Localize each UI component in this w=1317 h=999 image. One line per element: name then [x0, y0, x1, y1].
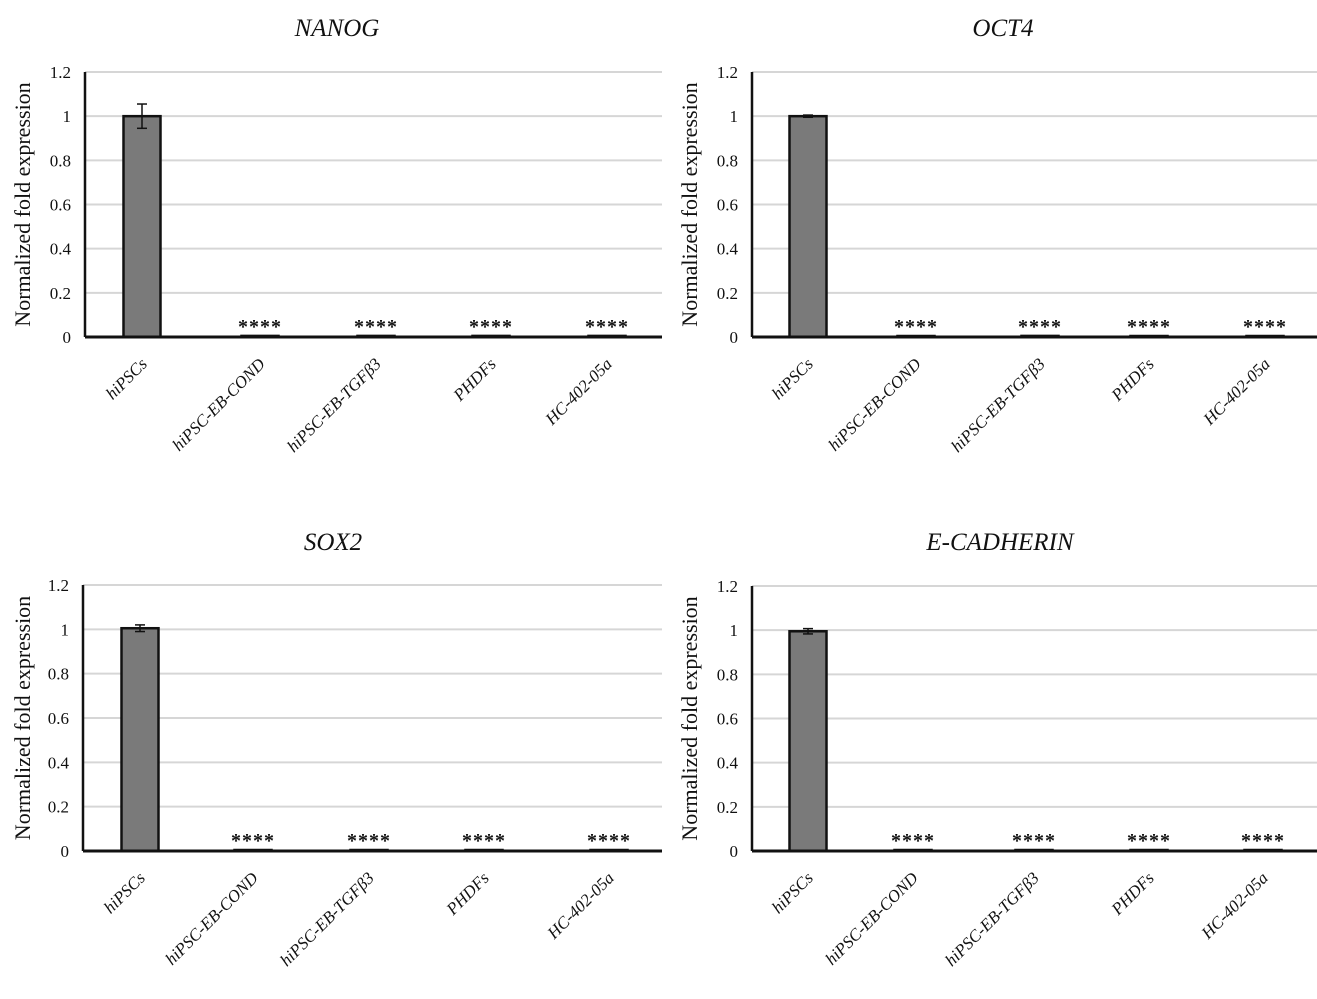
y-tick-label: 0.2	[717, 798, 738, 817]
y-tick-label: 1	[63, 107, 72, 126]
y-tick-label: 0	[63, 328, 72, 347]
significance-label: ****	[894, 316, 938, 338]
y-tick-label: 1	[61, 620, 70, 639]
chart-panel-e-cadherin: E-CADHERIN Normalized fold expression 0 0.2…	[677, 529, 1317, 970]
y-tick-label: 1.2	[50, 63, 71, 82]
x-tick-label: hiPSC-EB-COND	[162, 868, 263, 969]
significance-label: ****	[469, 316, 513, 338]
bar	[120, 626, 160, 853]
chart-panel-sox2: SOX2 Normalized fold expression 0 0.2 0.4 0.6…	[10, 529, 662, 970]
bar	[122, 114, 162, 339]
y-tick-label: 1.2	[48, 576, 69, 595]
significance-label: ****	[462, 830, 506, 852]
y-tick-label: 0.4	[717, 754, 739, 773]
chart-title: E-CADHERIN	[925, 529, 1075, 556]
x-tick-label: hiPSC-EB-TGFβ3	[947, 354, 1049, 456]
x-tick-label: hiPSC-EB-COND	[825, 354, 926, 455]
x-tick-label: hiPSC-EB-TGFβ3	[283, 354, 385, 456]
x-tick-label: PHDFs	[442, 868, 493, 919]
significance-label: ****	[1018, 316, 1062, 338]
y-tick-label: 0	[730, 328, 739, 347]
y-tick-label: 0	[61, 842, 70, 861]
bar	[788, 630, 828, 853]
chart-title: SOX2	[304, 529, 362, 556]
y-tick-label: 0.2	[717, 284, 738, 303]
significance-label: ****	[231, 830, 275, 852]
y-tick-label: 0.8	[50, 151, 71, 170]
y-axis-label: Normalized fold expression	[677, 596, 702, 840]
x-tick-label: hiPSCs	[102, 354, 151, 403]
x-tick-label: HC-402-05a	[1199, 354, 1274, 429]
y-axis-label: Normalized fold expression	[10, 82, 35, 326]
significance-label: ****	[1243, 316, 1287, 338]
x-tick-label: hiPSC-EB-COND	[169, 354, 270, 455]
significance-label: ****	[354, 316, 398, 338]
chart-panel-nanog: NANOG Normalized fold expression 0 0.2 0.4 0.…	[10, 15, 662, 456]
y-tick-label: 0.2	[48, 798, 69, 817]
x-tick-label: PHDFs	[1107, 868, 1158, 919]
significance-label: ****	[1241, 830, 1285, 852]
y-tick-label: 0.4	[50, 240, 72, 259]
chart-title: NANOG	[294, 15, 380, 42]
significance-label: ****	[1127, 830, 1171, 852]
bar	[788, 114, 828, 339]
x-tick-label: hiPSC-EB-TGFβ3	[941, 868, 1043, 970]
y-tick-label: 0.8	[717, 665, 738, 684]
significance-label: ****	[1012, 830, 1056, 852]
x-tick-label: HC-402-05a	[541, 354, 616, 429]
y-tick-label: 1.2	[717, 577, 738, 596]
x-tick-label: hiPSC-EB-TGFβ3	[276, 868, 378, 970]
y-tick-label: 0.4	[717, 240, 739, 259]
y-axis-label: Normalized fold expression	[677, 82, 702, 326]
y-tick-label: 0.8	[48, 665, 69, 684]
significance-label: ****	[238, 316, 282, 338]
significance-label: ****	[585, 316, 629, 338]
x-tick-label: hiPSCs	[768, 354, 817, 403]
x-tick-label: hiPSCs	[100, 868, 149, 917]
significance-label: ****	[587, 830, 631, 852]
y-tick-label: 0	[730, 842, 739, 861]
chart-panel-oct4: OCT4 Normalized fold expression 0 0.2 0.4 0.6…	[677, 15, 1317, 456]
y-tick-label: 0.2	[50, 284, 71, 303]
significance-label: ****	[891, 830, 935, 852]
x-tick-label: hiPSCs	[768, 868, 817, 917]
x-tick-label: PHDFs	[449, 354, 500, 405]
y-tick-label: 0.6	[50, 196, 71, 215]
x-tick-label: HC-402-05a	[1197, 868, 1272, 943]
y-tick-label: 0.4	[48, 753, 70, 772]
significance-label: ****	[1127, 316, 1171, 338]
x-tick-label: hiPSC-EB-COND	[822, 868, 923, 969]
significance-label: ****	[347, 830, 391, 852]
y-tick-label: 1.2	[717, 63, 738, 82]
x-tick-label: PHDFs	[1107, 354, 1158, 405]
y-tick-label: 0.8	[717, 151, 738, 170]
y-tick-label: 0.6	[717, 710, 738, 729]
y-tick-label: 0.6	[717, 196, 738, 215]
y-tick-label: 1	[730, 621, 739, 640]
y-tick-label: 1	[730, 107, 739, 126]
y-tick-label: 0.6	[48, 709, 69, 728]
y-axis-label: Normalized fold expression	[10, 596, 35, 840]
chart-title: OCT4	[972, 15, 1033, 42]
x-tick-label: HC-402-05a	[543, 868, 618, 943]
